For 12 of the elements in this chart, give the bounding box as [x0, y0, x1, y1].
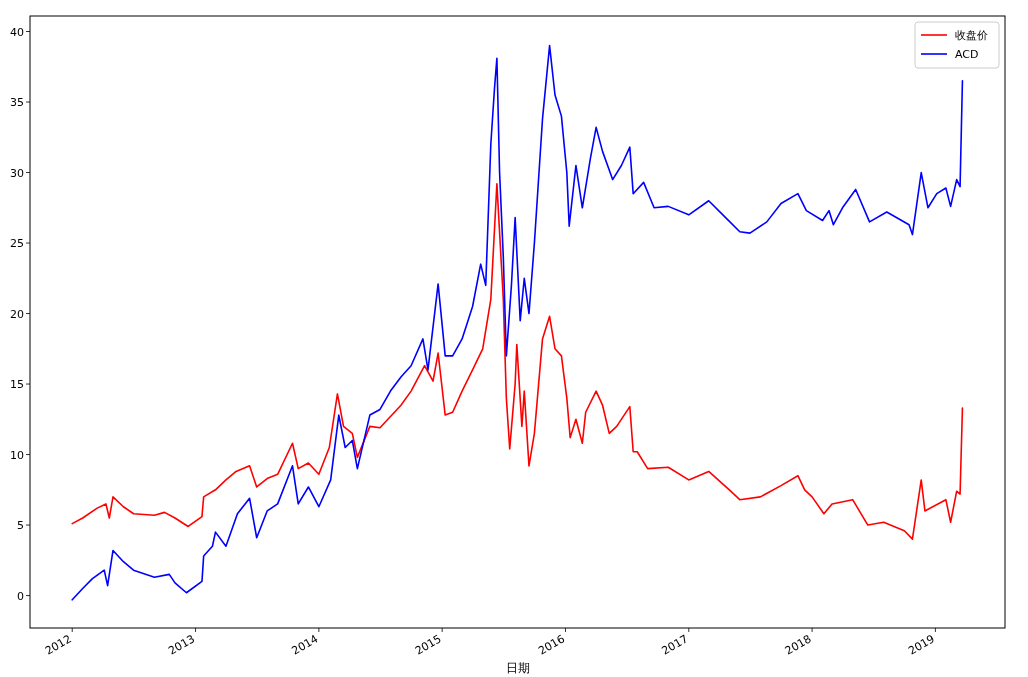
y-tick-label: 30 — [10, 166, 24, 180]
y-tick-label: 40 — [10, 25, 24, 39]
y-tick-label: 0 — [17, 589, 24, 603]
y-tick-label: 5 — [17, 519, 24, 533]
y-tick-label: 25 — [10, 237, 24, 251]
y-tick-label: 20 — [10, 307, 24, 321]
y-tick-label: 35 — [10, 96, 24, 110]
legend-label: ACD — [955, 48, 979, 61]
x-axis-title: 日期 — [505, 661, 530, 675]
legend-label: 收盘价 — [955, 29, 988, 42]
y-tick-label: 15 — [10, 378, 24, 392]
y-tick-label: 10 — [10, 448, 24, 462]
